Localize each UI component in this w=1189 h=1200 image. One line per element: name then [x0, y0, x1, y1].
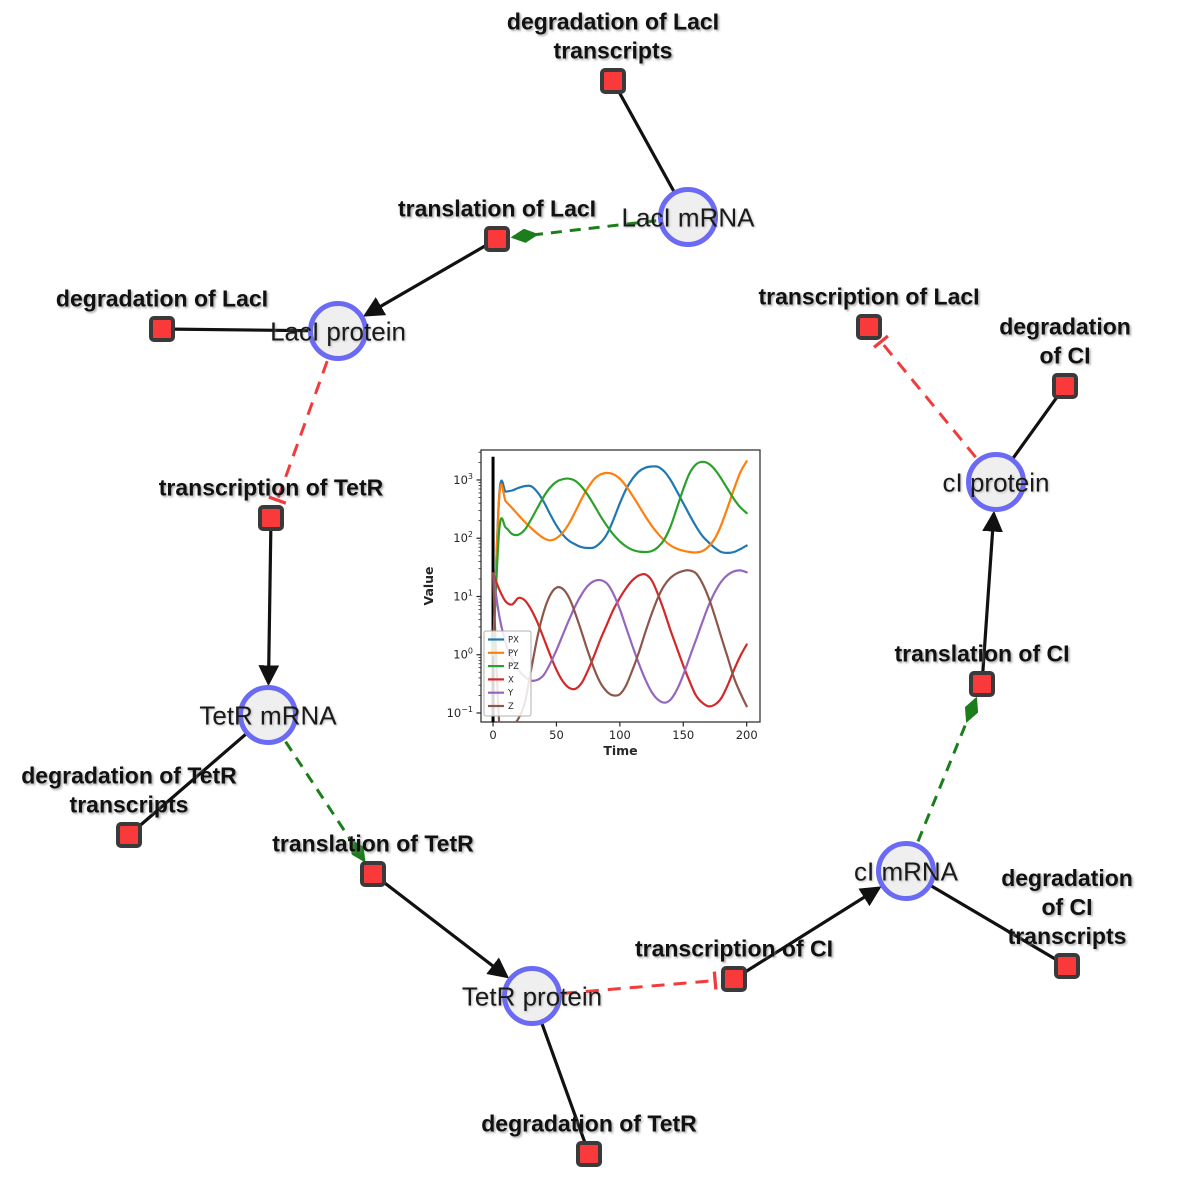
- reaction-label-transcription-ci: transcription of CI: [634, 935, 834, 962]
- reaction-node-deg-tetr-transcripts: [116, 822, 142, 848]
- species-label-ci-mrna: cI mRNA: [854, 856, 958, 887]
- species-label-ci-protein: cI protein: [942, 467, 1050, 498]
- legend-label-PX: PX: [508, 636, 519, 646]
- species-node-tetr-protein: [502, 966, 562, 1026]
- edge-translation-ci-to-ci-protein-production: [980, 510, 1003, 685]
- reaction-node-translation-ci: [969, 671, 995, 697]
- chart-legend: PX PY PZ XYZ: [483, 630, 532, 717]
- reaction-node-deg-laci-transcripts: [600, 68, 626, 94]
- reaction-node-deg-ci: [1052, 373, 1078, 399]
- reaction-node-deg-ci-transcripts: [1054, 953, 1080, 979]
- species-node-tetr-mrna: [238, 685, 298, 745]
- reaction-node-translation-laci: [484, 226, 510, 252]
- reaction-label-deg-tetr-transcripts: degradation of TetR transcripts: [21, 762, 237, 818]
- reaction-node-translation-tetr: [360, 861, 386, 887]
- legend-label-Z: Z: [508, 702, 514, 712]
- x-tick-label: 200: [736, 728, 758, 742]
- species-label-tetr-mrna: TetR mRNA: [199, 700, 337, 731]
- reaction-node-transcription-laci: [856, 314, 882, 340]
- edge-tetr-mrna-to-translation-tetr-modifier: [284, 740, 366, 863]
- reaction-node-deg-laci: [149, 316, 175, 342]
- species-node-ci-protein: [966, 452, 1026, 512]
- reaction-label-deg-ci-transcripts: degradation of CI transcripts: [1001, 864, 1133, 949]
- species-node-laci-mrna: [658, 187, 718, 247]
- legend-label-PY: PY: [508, 649, 519, 659]
- reaction-label-deg-ci: degradation of CI: [999, 313, 1131, 369]
- reaction-label-transcription-tetr: transcription of TetR: [158, 474, 384, 501]
- legend-label-PZ: PZ: [508, 662, 519, 672]
- edge-ci-mrna-to-deg-ci-transcripts-consumption: [905, 869, 1068, 968]
- reaction-label-transcription-laci: transcription of LacI: [758, 283, 980, 310]
- chart-ylabel: Value: [421, 566, 436, 605]
- reaction-label-deg-tetr: degradation of TetR: [481, 1110, 697, 1137]
- y-tick-label: 10−1: [447, 705, 473, 720]
- edge-ci-protein-to-transcription-laci-inhibition: [872, 334, 977, 459]
- reaction-node-transcription-ci: [721, 966, 747, 992]
- reaction-node-transcription-tetr: [258, 505, 284, 531]
- edge-laci-mrna-to-translation-laci-modifier: [510, 219, 657, 243]
- chart-series-PX: [491, 465, 748, 656]
- edge-ci-mrna-to-translation-ci-modifier: [916, 696, 979, 842]
- species-label-laci-mrna: LacI mRNA: [621, 202, 755, 233]
- species-label-tetr-protein: TetR protein: [461, 981, 603, 1012]
- y-tick-label: 103: [453, 472, 473, 487]
- edge-tetr-protein-to-transcription-ci-inhibition: [563, 971, 718, 995]
- y-tick-label: 100: [453, 647, 473, 662]
- chart-series-PZ: [491, 460, 748, 656]
- reaction-label-translation-laci: translation of LacI: [397, 195, 597, 222]
- chart-series-group: [491, 460, 748, 722]
- chart-series-PY: [491, 460, 748, 656]
- legend-label-Y: Y: [507, 689, 514, 699]
- chart-plot-area: [480, 449, 761, 723]
- y-tick-label: 101: [453, 588, 473, 603]
- chart-series-Z: [491, 569, 748, 722]
- species-node-ci-mrna: [876, 841, 936, 901]
- x-tick-label: 150: [672, 728, 694, 742]
- y-tick-label: 102: [453, 530, 473, 545]
- edge-laci-protein-to-transcription-tetr-inhibition: [268, 360, 329, 505]
- chart-series-X: [491, 572, 748, 708]
- reaction-label-translation-tetr: translation of TetR: [272, 830, 474, 857]
- chart-series-Y: [491, 569, 748, 704]
- x-tick-label: 50: [549, 728, 564, 742]
- reaction-label-translation-ci: translation of CI: [894, 640, 1070, 667]
- chart-xlabel: Time: [603, 743, 637, 758]
- edge-transcription-tetr-to-tetr-mrna-production: [258, 517, 280, 687]
- x-tick-label: 0: [489, 728, 496, 742]
- edge-transcription-ci-to-ci-mrna-production: [733, 886, 882, 981]
- reaction-label-deg-laci-transcripts: degradation of LacI transcripts: [506, 8, 720, 64]
- reaction-label-deg-laci: degradation of LacI: [55, 285, 269, 312]
- x-tick-label: 100: [609, 728, 631, 742]
- edge-translation-laci-to-laci-protein-production: [362, 237, 498, 317]
- reaction-node-deg-tetr: [576, 1141, 602, 1167]
- edge-translation-tetr-to-tetr-protein-production: [372, 872, 510, 979]
- legend-label-X: X: [508, 675, 514, 685]
- species-node-laci-protein: [308, 301, 368, 361]
- species-label-laci-protein: LacI protein: [270, 316, 406, 347]
